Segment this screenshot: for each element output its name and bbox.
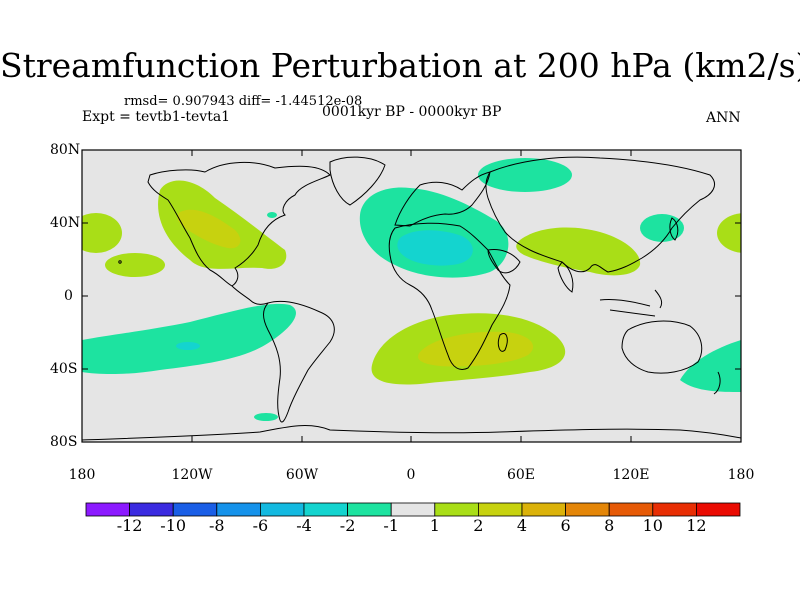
colorbar-swatch (259, 502, 305, 517)
colorbar-swatch (303, 502, 348, 517)
colorbar-swatch (521, 502, 566, 517)
figure-title: Streamfunction Perturbation at 200 hPa (… (0, 46, 800, 85)
contour-southern-ocean-patch (254, 413, 278, 421)
lon-label-60e: 60E (506, 467, 536, 483)
coast-madagascar (497, 333, 508, 352)
colorbar-swatch (85, 502, 130, 517)
colorbar (85, 502, 741, 517)
colorbar-swatch (390, 502, 436, 517)
contour-south-pacific-negative (82, 303, 296, 375)
colorbar-swatch (129, 502, 174, 517)
period-text: 0001kyr BP - 0000kyr BP (322, 104, 502, 120)
colorbar-label: 10 (642, 516, 663, 535)
coast-north-america (147, 161, 331, 287)
season-label: ANN (706, 110, 741, 126)
coast-antarctica (82, 425, 741, 441)
colorbar-swatch (696, 502, 741, 517)
lat-label-40n: 40N (50, 215, 81, 231)
contour-southern-africa-inner (418, 331, 534, 367)
coast-africa (388, 222, 511, 370)
contour-great-lakes-patch (267, 212, 277, 218)
coast-indonesia (599, 289, 663, 317)
colorbar-swatch (477, 502, 523, 517)
stats-text: rmsd= 0.907943 diff= -1.44512e-08 (124, 94, 363, 109)
lon-label-0: 0 (406, 467, 416, 483)
experiment-text: Expt = tevtb1-tevta1 (82, 109, 231, 125)
colorbar-swatch (565, 502, 610, 517)
colorbar-label: -2 (339, 516, 356, 535)
colorbar-swatch (347, 502, 392, 517)
colorbar-label: 12 (686, 516, 707, 535)
coast-arabia (487, 249, 521, 274)
contour-sw-pacific-negative (680, 340, 741, 392)
contour-south-asia-positive (516, 227, 641, 276)
colorbar-label: -8 (209, 516, 225, 535)
lon-label-120w: 120W (171, 467, 213, 483)
colorbar-label: -10 (160, 516, 187, 535)
colorbar-swatch (434, 502, 479, 517)
contour-north-america-inner (177, 209, 241, 249)
colorbar-label: -1 (383, 516, 399, 535)
colorbar-swatch (172, 502, 218, 517)
contour-dateline-west (82, 213, 122, 253)
lat-label-80s: 80S (50, 434, 78, 450)
lon-label-120e: 120E (612, 467, 650, 483)
coast-australia (621, 320, 703, 374)
lat-label-0: 0 (64, 288, 73, 304)
coast-greenland (329, 156, 386, 206)
colorbar-label: 6 (560, 516, 571, 535)
colorbar-label: 2 (473, 516, 484, 535)
colorbar-label: -6 (252, 516, 269, 535)
colorbar-label: 4 (516, 516, 528, 535)
contour-fill-layer (82, 158, 741, 421)
contour-north-atlantic-high (478, 158, 572, 192)
colorbar-label: 8 (604, 516, 615, 535)
colorbar-label: 1 (429, 516, 440, 535)
coast-hawaii (118, 260, 122, 264)
coastlines (82, 156, 741, 441)
lat-label-40s: 40S (50, 361, 78, 377)
coast-japan (669, 217, 679, 241)
lon-label-180w: 180 (68, 467, 96, 483)
contour-mid-pacific-patch (105, 253, 165, 277)
axis-ticks (81, 149, 742, 443)
map-plot (81, 149, 742, 443)
coast-new-zealand (713, 371, 721, 395)
contour-dateline-east (717, 213, 741, 253)
lon-label-180e: 180 (727, 467, 755, 483)
coast-south-america (263, 300, 335, 423)
lat-label-80n: 80N (50, 142, 81, 158)
coast-asia (485, 156, 715, 273)
colorbar-label: -12 (116, 516, 143, 535)
colorbar-label: -4 (296, 516, 312, 535)
contour-south-pacific-core (176, 342, 200, 350)
contour-japan-negative (640, 214, 684, 242)
colorbar-swatch (216, 502, 261, 517)
colorbar-swatch (608, 502, 654, 517)
contour-north-africa-inner (397, 230, 473, 266)
lon-label-60w: 60W (285, 467, 319, 483)
colorbar-swatch (652, 502, 697, 517)
coast-central-america (231, 285, 269, 305)
coast-india (557, 261, 574, 293)
